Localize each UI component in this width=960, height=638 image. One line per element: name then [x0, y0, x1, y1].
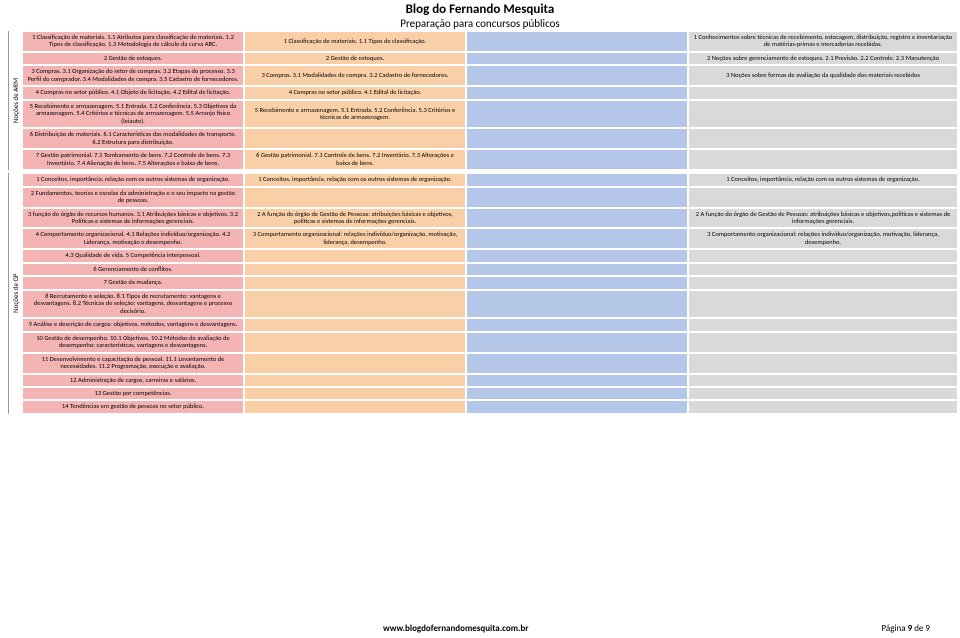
- content-grid: Noções de ARM1 Classificação de materiai…: [0, 31, 960, 414]
- cell: [244, 187, 466, 208]
- cell: [688, 400, 958, 413]
- cell: [466, 128, 688, 149]
- cell: 3 Comportamento organizacional: relações…: [244, 228, 466, 249]
- cell: [466, 276, 688, 289]
- cell: [466, 173, 688, 186]
- cell: [688, 353, 958, 374]
- cell: 2 Gestão de estoques.: [22, 52, 244, 65]
- cell: 1 Classificação de materiais. 1.1 Atribu…: [22, 31, 244, 52]
- footer-page: Página 9 de 9: [881, 623, 930, 634]
- cell: [466, 249, 688, 262]
- cell: [244, 387, 466, 400]
- section-grid: 1 Conceitos, importância, relação com os…: [22, 173, 958, 414]
- cell: [466, 332, 688, 353]
- cell: [244, 318, 466, 331]
- cell: 1 Conceitos, importância, relação com os…: [22, 173, 244, 186]
- cell: 12 Administração de cargos, carreiras e …: [22, 374, 244, 387]
- page-subtitle: Preparação para concursos públicos: [0, 17, 960, 30]
- cell: 3 função do órgão de recursos humanos. 3…: [22, 208, 244, 229]
- cell: 2 Gestão de estoques.: [244, 52, 466, 65]
- cell: [466, 187, 688, 208]
- cell: [466, 228, 688, 249]
- cell: [688, 387, 958, 400]
- cell: 7 Gestão patrimonial. 7.1 Tombamento de …: [22, 149, 244, 170]
- cell: [244, 263, 466, 276]
- cell: 1 Classificação de materiais. 1.1 Tipos …: [244, 31, 466, 52]
- cell: 1 Conceitos, importância, relação com os…: [688, 173, 958, 186]
- cell: 3 Noções sobre formas de avaliação da qu…: [688, 65, 958, 86]
- cell: [466, 86, 688, 99]
- cell: [688, 374, 958, 387]
- cell: [244, 400, 466, 413]
- cell: [688, 332, 958, 353]
- cell: 7 Gestão da mudança.: [22, 276, 244, 289]
- cell: 5 Recebimento e armazenagem. 5.1 Entrada…: [22, 100, 244, 128]
- cell: [688, 187, 958, 208]
- cell: 6 Distribuição de materiais. 6.1 Caracte…: [22, 128, 244, 149]
- cell: 10 Gestão de desempenho. 10.1 Objetivos.…: [22, 332, 244, 353]
- cell: 2 A função do órgão de Gestão de Pessoas…: [244, 208, 466, 229]
- cell: 11 Desenvolvimento e capacitação de pess…: [22, 353, 244, 374]
- cell: [688, 128, 958, 149]
- cell: 5 Recebimento e armazenagem. 5.1 Entrada…: [244, 100, 466, 128]
- footer-site: www.blogdofernandomesquita.com.br: [30, 623, 881, 634]
- cell: [466, 353, 688, 374]
- section-label: Noções de GP: [8, 173, 22, 414]
- cell: [688, 276, 958, 289]
- cell: 9 Análise e descrição de cargos: objetiv…: [22, 318, 244, 331]
- cell: 1 Conhecimentos sobre técnicas de recebi…: [688, 31, 958, 52]
- cell: 4.3 Qualidade de vida. 5 Competência int…: [22, 249, 244, 262]
- cell: 4 Compras no setor público. 4.1 Objeto d…: [22, 86, 244, 99]
- page-title: Blog do Fernando Mesquita: [0, 2, 960, 17]
- cell: 4 Comportamento organizacional. 4.1 Rela…: [22, 228, 244, 249]
- cell: [466, 263, 688, 276]
- cell: [466, 100, 688, 128]
- cell: [466, 387, 688, 400]
- cell: 4 Compras no setor público. 4.1 Edital d…: [244, 86, 466, 99]
- cell: 6 Gerenciamento de conflitos.: [22, 263, 244, 276]
- cell: [466, 290, 688, 318]
- cell: 13 Gestão por competências.: [22, 387, 244, 400]
- page-footer: www.blogdofernandomesquita.com.br Página…: [0, 623, 960, 634]
- section-label: Noções de ARM: [8, 31, 22, 170]
- section-grid: 1 Classificação de materiais. 1.1 Atribu…: [22, 31, 958, 170]
- cell: [688, 263, 958, 276]
- cell: [688, 100, 958, 128]
- cell: 8 Recrutamento e seleção. 8.1 Tipos de r…: [22, 290, 244, 318]
- cell: 2 A função do órgão de Gestão de Pessoas…: [688, 208, 958, 229]
- cell: [244, 353, 466, 374]
- cell: 3 Compras. 3.1 Modalidades de compra. 3.…: [244, 65, 466, 86]
- cell: [244, 332, 466, 353]
- page-header: Blog do Fernando Mesquita Preparação par…: [0, 0, 960, 31]
- cell: 2 Noções sobre gerenciamento de estoques…: [688, 52, 958, 65]
- cell: 1 Conceitos, importância, relação com os…: [244, 173, 466, 186]
- cell: [688, 149, 958, 170]
- cell: [466, 52, 688, 65]
- cell: [244, 276, 466, 289]
- cell: 2 Fundamentos, teorias e escolas da admi…: [22, 187, 244, 208]
- cell: 3 Compras. 3.1 Organização do setor de c…: [22, 65, 244, 86]
- cell: [244, 374, 466, 387]
- section: Noções de ARM1 Classificação de materiai…: [8, 31, 952, 170]
- cell: [466, 65, 688, 86]
- cell: [466, 318, 688, 331]
- cell: [688, 86, 958, 99]
- cell: 3 Comportamento organizacional: relações…: [688, 228, 958, 249]
- cell: [466, 400, 688, 413]
- cell: [688, 249, 958, 262]
- cell: [244, 290, 466, 318]
- cell: [688, 290, 958, 318]
- cell: [466, 149, 688, 170]
- cell: 14 Tendências em gestão de pessoas no se…: [22, 400, 244, 413]
- cell: [466, 374, 688, 387]
- cell: [244, 249, 466, 262]
- cell: [244, 128, 466, 149]
- cell: 6 Gestão patrimonial. 7.1 Controle de be…: [244, 149, 466, 170]
- section: Noções de GP1 Conceitos, importância, re…: [8, 173, 952, 414]
- cell: [688, 318, 958, 331]
- cell: [466, 31, 688, 52]
- cell: [466, 208, 688, 229]
